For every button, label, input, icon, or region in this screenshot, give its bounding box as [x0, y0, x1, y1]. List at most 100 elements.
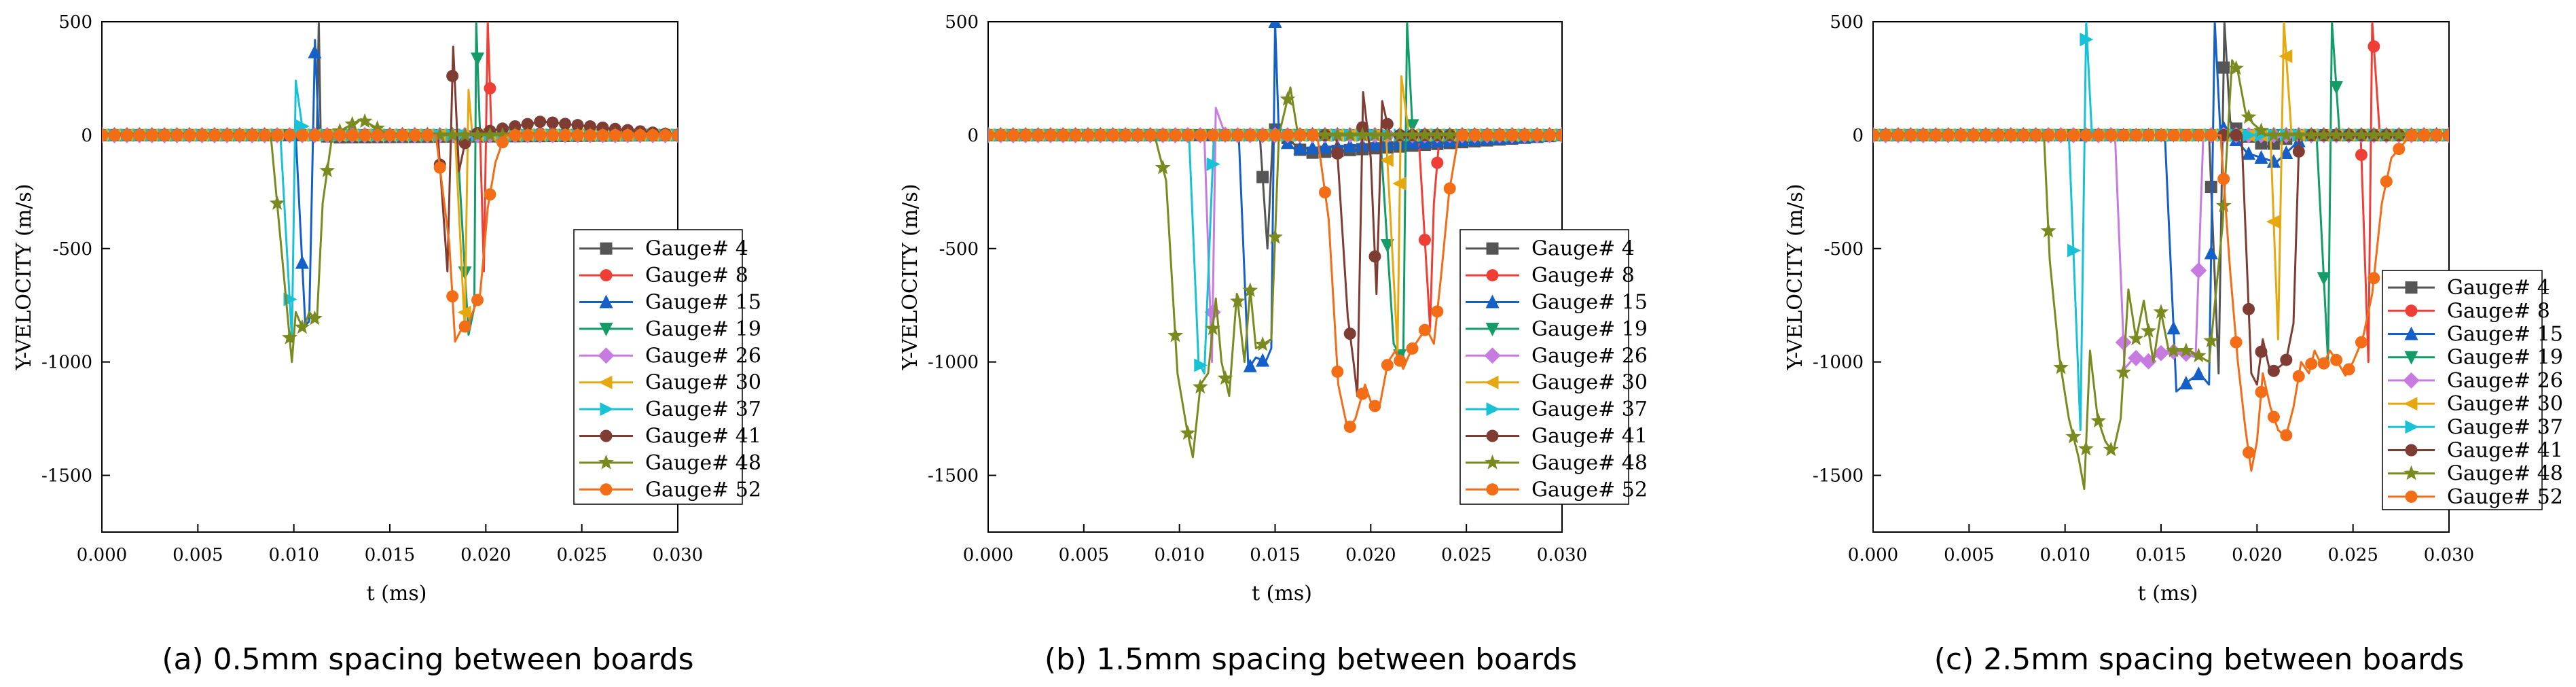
series-marker-52 — [1081, 128, 1094, 141]
series-marker-48 — [1329, 126, 1345, 142]
series-marker-48 — [2378, 126, 2395, 142]
series-line-52 — [988, 134, 1562, 431]
legend-swatch-marker — [2405, 304, 2418, 317]
series-line-48 — [1873, 59, 2449, 491]
series-line-52 — [1873, 134, 2449, 472]
series-marker-52 — [2255, 385, 2268, 398]
series-marker-41 — [2243, 302, 2255, 315]
series-marker-52 — [1967, 128, 1980, 141]
series-marker-52 — [659, 128, 672, 141]
y-tick-label: -1000 — [928, 353, 979, 373]
series-marker-48 — [2341, 126, 2357, 142]
series-marker-52 — [408, 128, 421, 141]
series-marker-52 — [2179, 128, 2192, 141]
series-marker-52 — [2443, 128, 2449, 141]
panel-caption: (b) 1.5mm spacing between boards — [1045, 642, 1577, 677]
y-tick-label: 0 — [1852, 126, 1864, 146]
legend-entry-41: Gauge# 41 — [2388, 439, 2563, 463]
series-marker-48 — [444, 126, 460, 142]
legend-label: Gauge# 48 — [1531, 451, 1648, 475]
series-marker-19 — [1405, 119, 1419, 133]
y-tick-label: -1500 — [41, 466, 92, 487]
series-marker-8 — [2355, 148, 2368, 161]
series-marker-48 — [1242, 282, 1258, 298]
series-marker-48 — [307, 310, 323, 325]
series-marker-48 — [2266, 126, 2282, 142]
series-marker-15 — [308, 44, 322, 58]
legend-entry-37: Gauge# 37 — [2388, 415, 2563, 439]
series-52 — [102, 128, 678, 343]
legend-entry-37: Gauge# 37 — [1466, 398, 1648, 421]
y-tick-label: -1000 — [1813, 353, 1864, 373]
legend-swatch-marker — [1485, 322, 1500, 336]
legend-swatch-marker — [598, 375, 613, 389]
legend-entry-52: Gauge# 52 — [1466, 478, 1648, 501]
series-marker-52 — [1131, 128, 1144, 141]
series-marker-48 — [1404, 126, 1420, 142]
series-marker-48 — [2053, 359, 2069, 374]
y-axis-title: Y-VELOCITY (m/s) — [12, 183, 36, 370]
legend-entry-26: Gauge# 26 — [1466, 344, 1648, 368]
series-marker-52 — [221, 128, 234, 141]
series-marker-52 — [1518, 128, 1531, 141]
series-marker-15 — [2266, 154, 2281, 168]
legend-swatch-marker — [599, 322, 613, 336]
series-line-4 — [102, 22, 678, 139]
series-marker-52 — [1493, 128, 1506, 141]
series-marker-52 — [133, 128, 146, 141]
series-marker-52 — [546, 128, 559, 141]
series-marker-52 — [2292, 370, 2305, 383]
series-marker-52 — [2405, 128, 2418, 141]
series-marker-15 — [2204, 245, 2218, 260]
series-marker-48 — [2353, 126, 2370, 142]
series-marker-52 — [1506, 128, 1519, 141]
series-marker-52 — [1942, 128, 1955, 141]
series-marker-52 — [1481, 128, 1493, 141]
legend-label: Gauge# 15 — [645, 291, 761, 315]
series-marker-52 — [1394, 354, 1407, 367]
series-marker-52 — [634, 128, 647, 141]
legend-entry-4: Gauge# 4 — [1466, 237, 1635, 261]
series-marker-52 — [295, 128, 308, 141]
y-tick-label: 0 — [967, 126, 979, 146]
x-tick-label: 0.025 — [1441, 545, 1491, 565]
series-marker-52 — [421, 128, 434, 141]
series-52 — [1873, 128, 2449, 472]
series-marker-52 — [2418, 128, 2431, 141]
series-marker-52 — [246, 128, 259, 141]
legend-label: Gauge# 30 — [2447, 392, 2563, 416]
chart-panel-1: 0.000 0.005 0.010 0.015 0.020 0.025 0.030 500 0 -… — [899, 12, 1648, 677]
plot-area — [988, 22, 1562, 459]
y-tick-label: -500 — [1824, 239, 1864, 260]
series-marker-30 — [1392, 177, 1407, 191]
series-marker-52 — [1456, 128, 1469, 141]
legend-entry-41: Gauge# 41 — [579, 425, 761, 448]
series-marker-52 — [1157, 128, 1169, 141]
series-marker-52 — [258, 128, 271, 141]
series-marker-52 — [1343, 421, 1356, 434]
series-marker-52 — [2430, 128, 2443, 141]
legend-entry-4: Gauge# 4 — [579, 237, 748, 261]
series-marker-48 — [2116, 364, 2132, 379]
legend-label: Gauge# 26 — [2447, 369, 2563, 393]
legend-swatch-marker — [2404, 326, 2418, 340]
legend-swatch-marker — [1486, 242, 1499, 255]
series-marker-41 — [2280, 353, 2293, 366]
series-marker-48 — [2078, 440, 2094, 456]
series-marker-52 — [559, 128, 572, 141]
series-marker-41 — [1331, 147, 1344, 160]
legend-label: Gauge# 52 — [645, 478, 761, 501]
x-tick-label: 0.015 — [2136, 545, 2186, 565]
legend-label: Gauge# 41 — [645, 425, 761, 448]
series-marker-52 — [1094, 128, 1107, 141]
series-marker-52 — [1144, 128, 1157, 141]
x-tick-label: 0.025 — [2327, 545, 2378, 565]
series-marker-48 — [1392, 126, 1408, 142]
legend-entry-37: Gauge# 37 — [579, 398, 761, 421]
series-marker-52 — [1318, 186, 1331, 199]
series-marker-52 — [2205, 128, 2217, 141]
series-52 — [988, 128, 1562, 434]
series-marker-15 — [2179, 376, 2193, 390]
